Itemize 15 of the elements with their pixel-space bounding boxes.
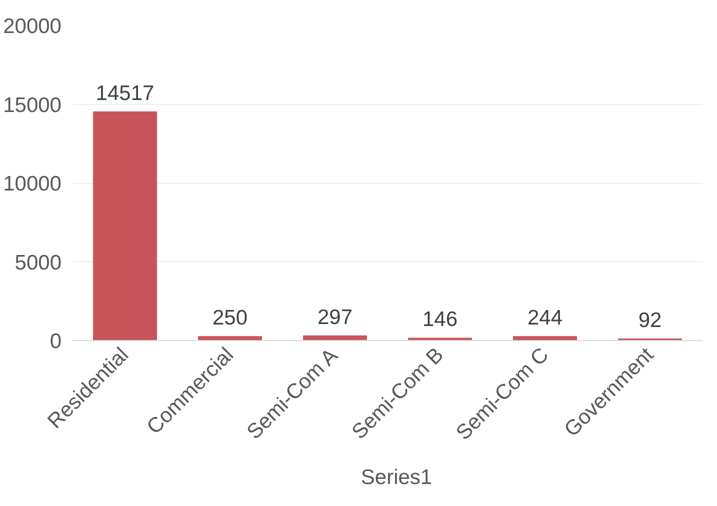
data-label: 146 — [422, 308, 458, 332]
data-label: 250 — [212, 306, 248, 330]
text: Series1 — [360, 466, 432, 490]
y-tick-label: 0 — [50, 330, 62, 353]
y-tick-label: 15000 — [3, 94, 62, 117]
data-label: 92 — [638, 309, 662, 332]
bar — [93, 111, 157, 340]
data-label: 14517 — [96, 82, 154, 105]
y-tick-label: 5000 — [14, 251, 62, 274]
bar — [513, 336, 577, 340]
bar — [198, 336, 262, 340]
y-tick-label: 20000 — [3, 15, 62, 38]
data-label: 297 — [317, 306, 353, 329]
data-label: 244 — [527, 306, 563, 330]
y-tick-label: 10000 — [3, 172, 62, 196]
